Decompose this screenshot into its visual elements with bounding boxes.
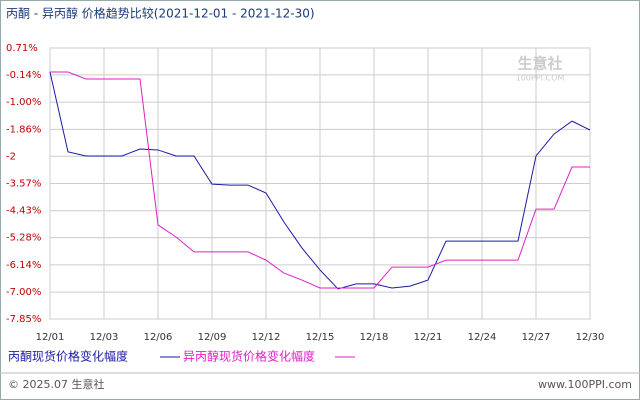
chart-title: 丙酮 - 异丙醇 价格趋势比较(2021-12-01 - 2021-12-30) (6, 6, 315, 21)
y-tick-label: -2 (6, 151, 16, 162)
y-tick-label: -6.14% (6, 260, 41, 271)
series-line (50, 71, 590, 289)
x-tick-label: 12/27 (522, 332, 551, 343)
y-tick-label: -7.00% (6, 287, 41, 298)
footer-right: www.100PPI.com (538, 378, 632, 391)
series-line (49, 71, 591, 290)
x-tick-label: 12/24 (468, 332, 497, 343)
legend-label: 丙酮现货价格变化幅度 (8, 349, 128, 364)
x-tick-label: 12/21 (414, 332, 443, 343)
x-tick-label: 12/12 (252, 332, 281, 343)
y-tick-label: -1.00% (6, 97, 41, 108)
x-tick-label: 12/30 (576, 332, 605, 343)
y-tick-label: 0.71% (6, 43, 38, 54)
watermark-url: 100PPI.COM (516, 74, 565, 83)
x-tick-label: 12/03 (90, 332, 119, 343)
y-tick-label: -4.43% (6, 206, 41, 217)
x-tick-label: 12/09 (198, 332, 227, 343)
x-tick-label: 12/01 (36, 332, 65, 343)
y-tick-label: -5.28% (6, 233, 41, 244)
legend-label: 异丙醇现货价格变化幅度 (183, 349, 315, 364)
y-tick-label: -3.57% (6, 179, 41, 190)
watermark: 生意社 (517, 55, 562, 73)
x-tick-label: 12/06 (144, 332, 173, 343)
y-tick-label: -1.86% (6, 124, 41, 135)
x-tick-label: 12/18 (360, 332, 389, 343)
x-tick-label: 12/15 (306, 332, 335, 343)
y-tick-label: -0.14% (6, 70, 41, 81)
y-tick-label: -7.85% (6, 314, 41, 325)
footer-left: © 2025.07 生意社 (8, 377, 104, 391)
